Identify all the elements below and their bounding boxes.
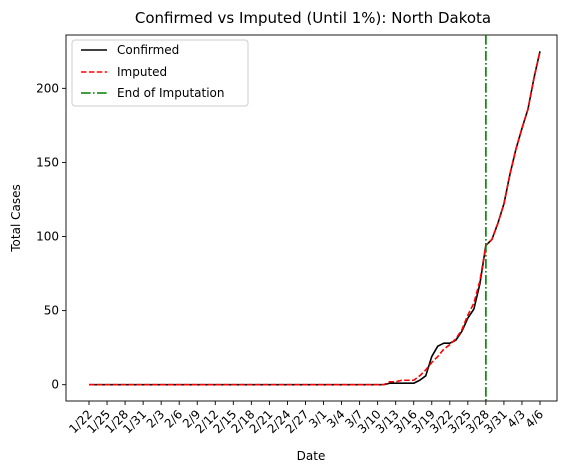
series-line-imputed [89, 51, 541, 386]
chart-title: Confirmed vs Imputed (Until 1%): North D… [135, 9, 491, 27]
x-axis: 1/221/251/281/312/32/62/92/122/152/182/2… [66, 401, 546, 436]
legend: Confirmed Imputed End of Imputation [71, 39, 249, 107]
x-axis-label: Date [297, 449, 326, 463]
legend-label-end-of-imputation: End of Imputation [117, 86, 225, 100]
y-tick-label: 0 [51, 378, 59, 392]
y-tick-label: 150 [36, 155, 59, 169]
legend-label-confirmed: Confirmed [117, 43, 179, 57]
plot-frame [65, 34, 558, 402]
legend-label-imputed: Imputed [117, 65, 167, 79]
y-tick-label: 50 [44, 304, 59, 318]
legend-box [71, 39, 249, 107]
x-tick-label: 4/6 [523, 407, 547, 431]
y-tick-label: 100 [36, 230, 59, 244]
y-axis-label: Total Cases [9, 184, 23, 252]
y-tick-label: 200 [36, 81, 59, 95]
series-layer [89, 35, 541, 401]
y-axis: 0 50 100 150 200 [36, 81, 66, 392]
